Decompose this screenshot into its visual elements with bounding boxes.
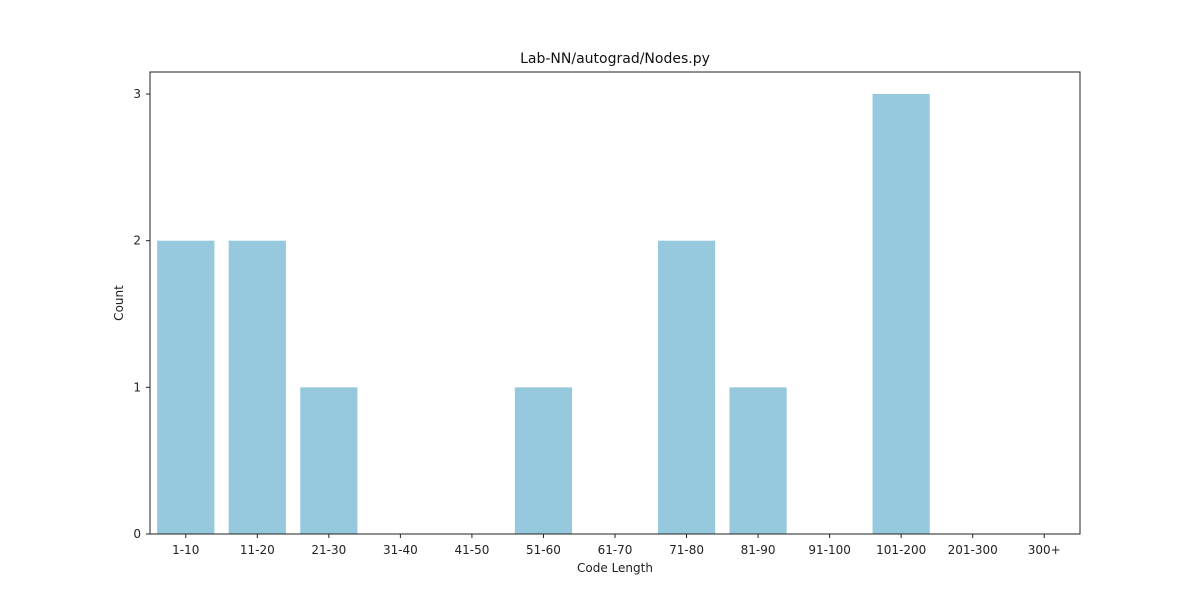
bar-71-80 [657, 240, 716, 534]
y-axis-label: Count [112, 285, 126, 321]
bar-81-90 [729, 387, 787, 534]
x-tick-label: 101-200 [876, 543, 926, 557]
bar-11-20 [228, 240, 286, 534]
y-tick-label: 0 [133, 527, 141, 541]
y-tick-label: 1 [133, 380, 141, 394]
y-axis: 0 1 2 3 [133, 87, 150, 541]
x-tick-label: 61-70 [598, 543, 633, 557]
x-tick-label: 300+ [1028, 543, 1061, 557]
x-axis-label: Code Length [577, 561, 653, 575]
x-tick-label: 11-20 [240, 543, 275, 557]
x-tick-label: 201-300 [948, 543, 998, 557]
x-tick-label: 91-100 [808, 543, 851, 557]
bar-1-10 [157, 240, 215, 534]
x-tick-label: 1-10 [172, 543, 199, 557]
bar-101-200 [872, 94, 930, 534]
x-tick-label: 21-30 [311, 543, 346, 557]
bars-group [157, 94, 930, 534]
y-tick-label: 2 [133, 234, 141, 248]
bar-21-30 [300, 387, 358, 534]
bar-51-60 [514, 387, 573, 534]
plot-frame [149, 71, 1081, 535]
x-axis: 1-10 11-20 21-30 31-40 41-50 51-60 61-70 71-80 8… [172, 534, 1061, 557]
x-tick-label: 71-80 [669, 543, 704, 557]
x-tick-label: 31-40 [383, 543, 418, 557]
chart-title: Lab-NN/autograd/Nodes.py [520, 51, 710, 67]
y-tick-label: 3 [133, 87, 141, 101]
x-tick-label: 51-60 [526, 543, 561, 557]
x-tick-label: 81-90 [741, 543, 776, 557]
x-tick-label: 41-50 [454, 543, 489, 557]
